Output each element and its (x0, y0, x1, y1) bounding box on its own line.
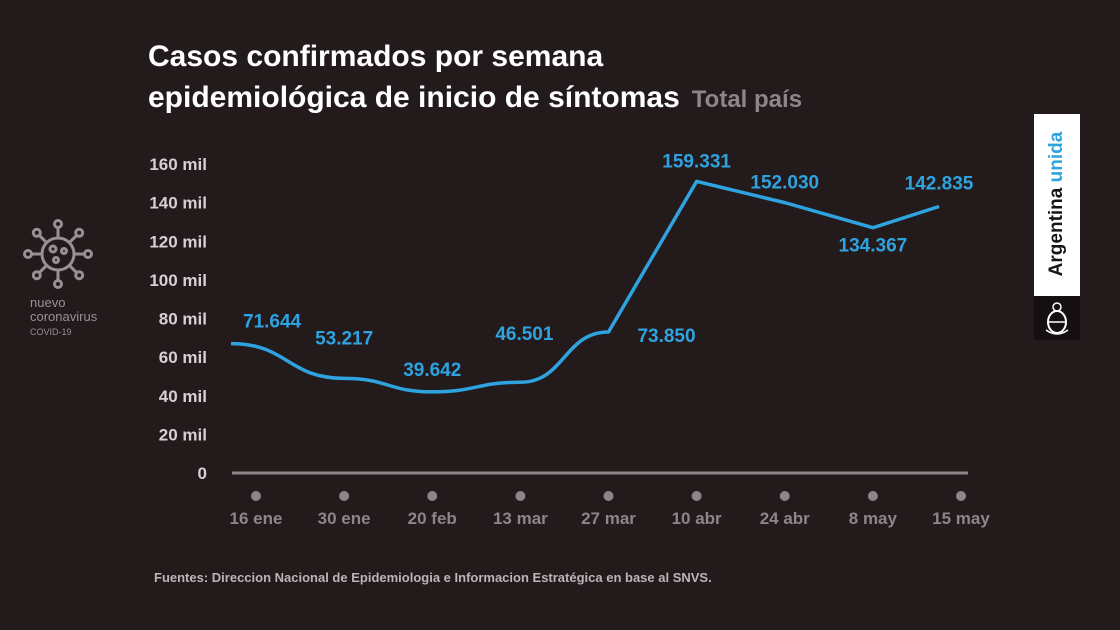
x-tick-label-6: 24 abr (760, 509, 810, 528)
x-tick-marker-1 (339, 491, 350, 501)
y-tick-label-1: 20 mil (159, 425, 207, 444)
seal-box (1034, 296, 1080, 340)
sources-note: Fuentes: Direccion Nacional de Epidemiol… (154, 570, 712, 585)
y-tick-label-0: 0 (198, 464, 207, 483)
x-tick-marker-0 (251, 491, 261, 501)
title-line-2: epidemiológica de inicio de síntomas Tota… (148, 77, 802, 120)
x-tick-marker-3 (515, 491, 526, 501)
x-tick-marker-2 (427, 491, 438, 501)
logo-line-2: coronavirus (30, 309, 98, 324)
x-tick-label-5: 10 abr (672, 509, 722, 528)
chart-subtitle: Total país (691, 86, 803, 113)
x-tick-marker-8 (956, 491, 966, 501)
series-line (230, 179, 940, 394)
virus-icon (23, 219, 93, 289)
data-label-2: 39.642 (403, 360, 461, 381)
coat-of-arms-icon (1045, 302, 1069, 335)
logo-caption: nuevo coronavirus COVID-19 (30, 296, 114, 339)
x-tick-label-8: 15 may (932, 509, 990, 528)
title-line-1: Casos confirmados por semana (148, 40, 604, 73)
y-tick-label-6: 120 mil (149, 232, 207, 251)
data-label-7: 134.367 (839, 236, 908, 257)
x-tick-label-7: 8 may (849, 509, 898, 528)
data-label-3: 46.501 (495, 324, 554, 345)
logo-line-1: nuevo (30, 295, 66, 310)
x-tick-label-1: 30 ene (318, 509, 371, 528)
data-label-8: 142.835 (905, 173, 974, 194)
title-line-2-text: epidemiológica de inicio de síntomas (148, 81, 680, 114)
x-tick-label-2: 20 feb (408, 509, 457, 528)
y-tick-label-2: 40 mil (159, 387, 207, 406)
coronavirus-logo: nuevo coronavirus COVID-19 (22, 218, 114, 339)
chart-title: Casos confirmados por semana epidemiológ… (148, 36, 802, 120)
x-tick-label-4: 27 mar (581, 509, 636, 528)
data-label-4: 73.850 (637, 326, 695, 347)
x-tick-marker-5 (691, 491, 702, 501)
data-label-0: 71.644 (243, 312, 302, 333)
x-tick-marker-7 (867, 491, 878, 501)
data-label-1: 53.217 (315, 328, 373, 349)
y-tick-label-7: 140 mil (149, 194, 207, 213)
y-tick-label-4: 80 mil (159, 310, 207, 329)
x-tick-marker-4 (603, 491, 614, 501)
logo-line-3: COVID-19 (30, 327, 72, 337)
y-tick-label-5: 100 mil (149, 271, 207, 290)
x-tick-marker-6 (779, 491, 790, 501)
x-tick-label-3: 13 mar (493, 509, 548, 528)
data-label-5: 159.331 (662, 151, 731, 172)
data-label-6: 152.030 (750, 173, 819, 194)
x-tick-label-0: 16 ene (230, 509, 283, 528)
y-tick-label-8: 160 mil (149, 155, 207, 174)
y-tick-label-3: 60 mil (159, 348, 207, 367)
